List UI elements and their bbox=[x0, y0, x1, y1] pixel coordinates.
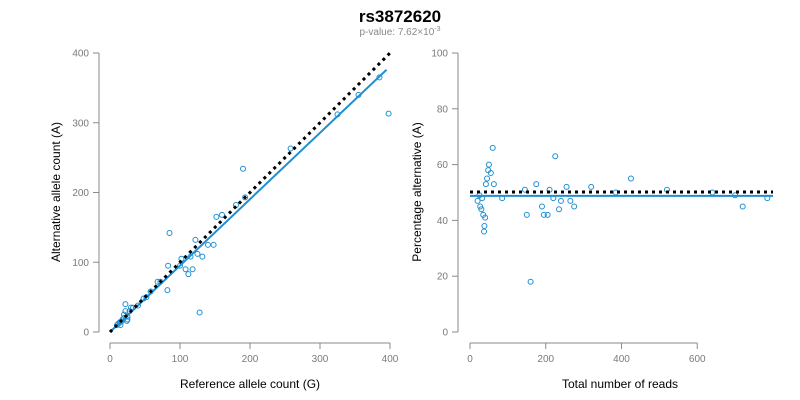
data-point bbox=[192, 236, 199, 243]
y-tick-label: 40 bbox=[437, 216, 449, 227]
data-point bbox=[164, 287, 171, 294]
x-tick-label: 0 bbox=[107, 354, 113, 365]
data-point bbox=[523, 211, 530, 218]
y-tick-label: 60 bbox=[437, 160, 449, 171]
x-axis-label: Total number of reads bbox=[562, 377, 678, 391]
data-point bbox=[563, 183, 570, 190]
data-point bbox=[482, 181, 489, 188]
y-tick-label: 20 bbox=[437, 272, 449, 283]
y-tick-label: 0 bbox=[83, 328, 89, 339]
x-tick-label: 200 bbox=[242, 354, 259, 365]
data-point bbox=[485, 161, 492, 168]
x-tick-label: 300 bbox=[312, 354, 329, 365]
y-tick-label: 80 bbox=[437, 104, 449, 115]
data-point bbox=[477, 203, 484, 210]
subtitle-exponent: -3 bbox=[434, 26, 440, 33]
data-point bbox=[538, 203, 545, 210]
x-tick-label: 200 bbox=[537, 354, 554, 365]
data-point bbox=[165, 262, 172, 269]
panel-right-marks: 0 20 40 60 80 100 0 200 400 600 bbox=[431, 49, 773, 365]
data-point bbox=[557, 197, 564, 204]
data-point bbox=[166, 229, 173, 236]
data-point bbox=[482, 214, 489, 221]
data-point bbox=[124, 316, 131, 323]
data-point bbox=[210, 241, 217, 248]
data-point bbox=[521, 186, 528, 193]
y-tick-label: 400 bbox=[72, 49, 89, 60]
data-point bbox=[739, 203, 746, 210]
y-tick-label: 300 bbox=[72, 118, 89, 129]
data-point bbox=[478, 206, 485, 213]
y-tick-label: 0 bbox=[442, 328, 448, 339]
data-point bbox=[213, 213, 220, 220]
data-point bbox=[527, 278, 534, 285]
data-point bbox=[194, 250, 201, 257]
chart-title: rs3872620 bbox=[359, 7, 441, 26]
x-axis-label: Reference allele count (G) bbox=[180, 377, 320, 391]
data-point bbox=[242, 194, 249, 201]
panel-percentage-alternative: 0 20 40 60 80 100 0 200 400 600 Total number of r… bbox=[410, 49, 773, 391]
x-tick-label: 100 bbox=[172, 354, 189, 365]
data-point bbox=[552, 153, 559, 160]
data-point bbox=[189, 266, 196, 273]
data-point bbox=[287, 145, 294, 152]
data-point bbox=[240, 165, 246, 172]
x-tick-label: 0 bbox=[467, 354, 473, 365]
data-point bbox=[481, 228, 488, 235]
data-point bbox=[484, 175, 491, 182]
data-point bbox=[185, 271, 192, 278]
panel-allele-counts: 0 100 200 300 400 0 100 200 300 400 Reference all… bbox=[49, 49, 399, 392]
data-point bbox=[122, 301, 129, 308]
data-point bbox=[122, 308, 129, 315]
data-point bbox=[182, 266, 189, 273]
x-tick-label: 400 bbox=[613, 354, 630, 365]
reference-line bbox=[108, 51, 392, 334]
subtitle-text: p-value: 7.62×10 bbox=[359, 27, 434, 38]
data-point bbox=[627, 175, 634, 182]
data-point bbox=[571, 203, 578, 210]
data-point bbox=[556, 206, 563, 213]
y-axis-label: Percentage alternative (A) bbox=[410, 122, 424, 261]
x-tick-label: 400 bbox=[382, 354, 399, 365]
data-point bbox=[487, 169, 494, 176]
data-point bbox=[481, 222, 488, 229]
data-point bbox=[540, 211, 547, 218]
y-tick-label: 200 bbox=[72, 188, 89, 199]
fit-line bbox=[109, 69, 388, 333]
data-point bbox=[533, 181, 540, 188]
x-tick-label: 600 bbox=[689, 354, 706, 365]
data-point bbox=[385, 110, 392, 117]
data-point bbox=[205, 241, 211, 248]
data-point bbox=[196, 309, 203, 316]
data-point bbox=[143, 294, 150, 301]
y-tick-label: 100 bbox=[431, 49, 448, 60]
data-point bbox=[544, 211, 551, 218]
data-point bbox=[490, 181, 497, 188]
data-point bbox=[199, 253, 206, 260]
data-point bbox=[567, 197, 574, 204]
data-point bbox=[219, 211, 225, 218]
chart-subtitle: p-value: 7.62×10-3 bbox=[359, 26, 440, 38]
data-point bbox=[474, 197, 481, 204]
y-tick-label: 100 bbox=[72, 258, 89, 269]
panel-left-marks: 0 100 200 300 400 0 100 200 300 400 bbox=[72, 49, 398, 366]
data-point bbox=[588, 183, 595, 190]
y-axis-label: Alternative allele count (A) bbox=[49, 122, 63, 262]
data-point bbox=[489, 144, 496, 151]
